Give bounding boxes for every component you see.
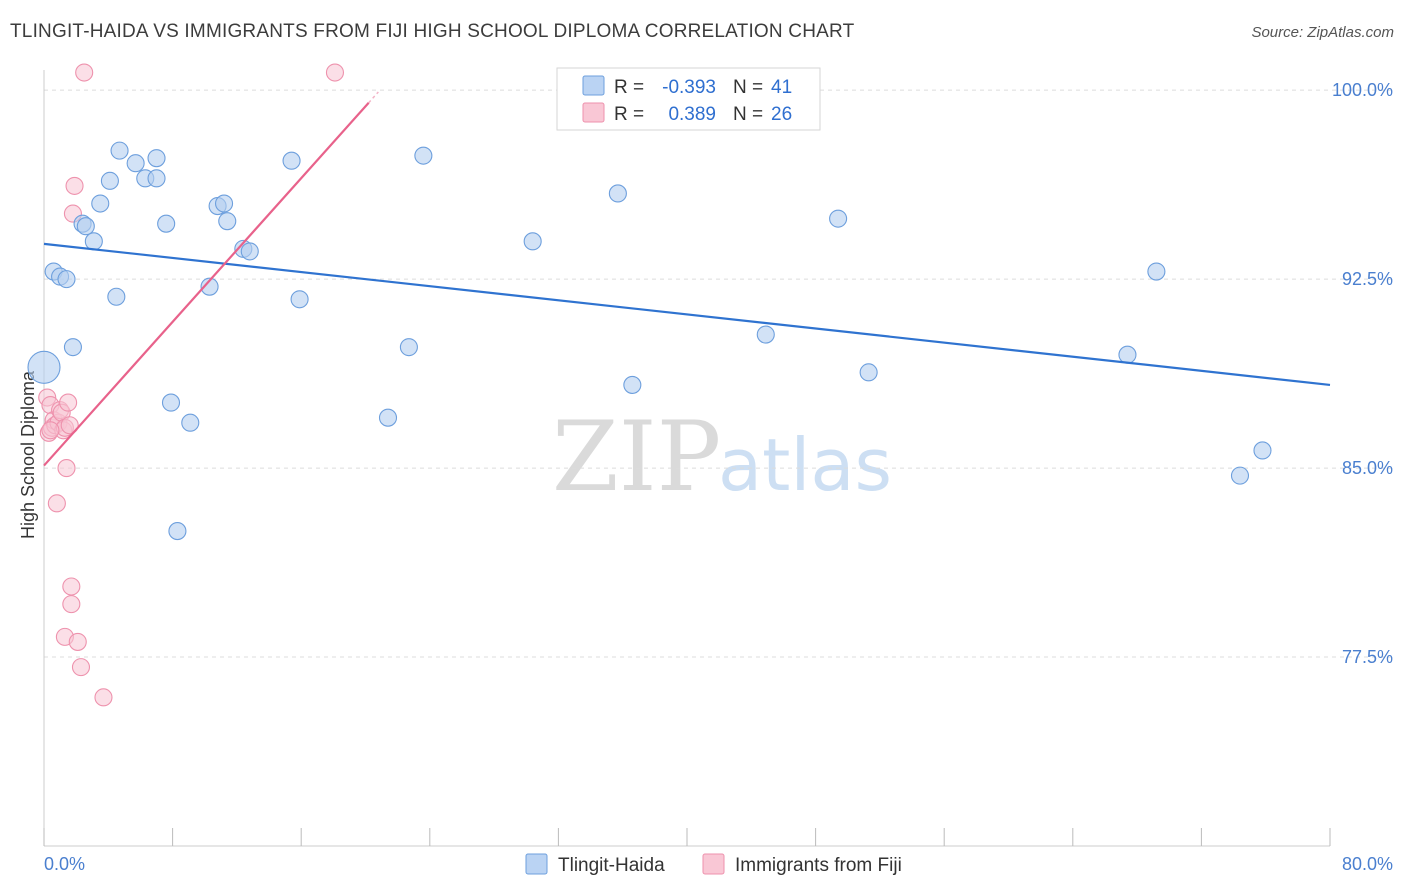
- fiji-point-20: [68, 632, 87, 651]
- tlingit-point-14: [147, 169, 166, 188]
- tlingit-point-3: [57, 270, 76, 289]
- legend-n-label-1: N =: [733, 77, 763, 98]
- tlingit-point-30: [414, 146, 433, 165]
- y-tick-label-1: 85.0%: [1342, 458, 1393, 478]
- fiji-point-19: [65, 176, 84, 195]
- fiji-point-17: [62, 595, 81, 614]
- series-legend: Tlingit-Haida Immigrants from Fiji: [525, 853, 902, 876]
- legend-n-label-2: N =: [733, 104, 763, 125]
- y-axis-label: High School Diploma: [18, 370, 38, 539]
- tlingit-point-17: [161, 393, 181, 412]
- tlingit-point-0: [27, 350, 61, 384]
- y-tick-labels: 77.5% 85.0% 92.5% 100.0%: [1332, 80, 1393, 667]
- fiji-point-14: [59, 393, 78, 412]
- tlingit-point-22: [214, 194, 234, 213]
- legend-r-value-2: 0.389: [668, 104, 716, 125]
- chart-title: TLINGIT-HAIDA VS IMMIGRANTS FROM FIJI HI…: [10, 21, 855, 42]
- bottom-legend-swatch-fiji: [702, 853, 725, 875]
- fiji-point-13: [57, 459, 76, 478]
- tlingit-point-36: [859, 363, 878, 382]
- fiji-point-23: [94, 688, 113, 707]
- y-tick-label-3: 100.0%: [1332, 80, 1393, 100]
- tlingit-point-16: [157, 214, 176, 233]
- fiji-point-6: [47, 494, 66, 513]
- legend-r-label-2: R =: [614, 104, 644, 125]
- trend-lines: [43, 91, 1331, 467]
- fiji-point-22: [75, 63, 94, 82]
- tlingit-point-35: [829, 209, 848, 228]
- source-credit: Source: ZipAtlas.com: [1251, 24, 1394, 41]
- tlingit-point-25: [240, 242, 259, 261]
- tlingit-point-18: [168, 522, 187, 541]
- fiji-point-25: [41, 421, 60, 440]
- tlingit-point-15: [147, 149, 166, 168]
- y-tick-label-2: 92.5%: [1342, 269, 1393, 289]
- legend-r-value-1: -0.393: [662, 77, 716, 98]
- series-tlingit-points: [27, 141, 1272, 541]
- tlingit-point-40: [1253, 441, 1272, 460]
- tlingit-point-9: [100, 171, 119, 190]
- tlingit-point-7: [84, 232, 103, 251]
- tlingit-point-19: [181, 413, 200, 432]
- tlingit-point-33: [623, 375, 642, 394]
- fiji-point-15: [60, 416, 79, 435]
- fiji-trend-line: [43, 102, 370, 467]
- tlingit-point-38: [1147, 262, 1166, 281]
- tlingit-point-34: [756, 325, 775, 344]
- tlingit-point-29: [399, 338, 418, 357]
- fiji-point-16: [62, 577, 81, 596]
- series-fiji-points: [38, 63, 345, 707]
- watermark-zip: ZIP: [552, 401, 721, 513]
- legend-swatch-tlingit: [582, 75, 605, 96]
- legend-n-value-2: 26: [771, 104, 792, 125]
- tlingit-point-31: [523, 232, 542, 251]
- fiji-point-24: [325, 63, 345, 82]
- x-tick-label-min: 0.0%: [44, 854, 85, 874]
- tlingit-point-8: [91, 194, 110, 213]
- tlingit-point-6: [76, 217, 95, 236]
- x-axis-ticks: [43, 828, 1331, 846]
- legend-r-label-1: R =: [614, 77, 644, 98]
- watermark: ZIP atlas: [552, 401, 892, 513]
- tlingit-point-32: [608, 184, 627, 203]
- tlingit-point-12: [126, 154, 145, 173]
- x-tick-label-max: 80.0%: [1342, 854, 1393, 874]
- bottom-legend-label-fiji: Immigrants from Fiji: [735, 855, 902, 876]
- fiji-trend-extension: [368, 91, 379, 104]
- tlingit-point-37: [1118, 345, 1137, 364]
- tlingit-point-39: [1230, 466, 1250, 485]
- bottom-legend-label-tlingit: Tlingit-Haida: [558, 855, 665, 876]
- tlingit-point-23: [218, 212, 237, 231]
- y-tick-label-0: 77.5%: [1342, 647, 1393, 667]
- stats-legend: R = -0.393 N = 41 R = 0.389 N = 26: [556, 67, 821, 131]
- tlingit-point-10: [107, 287, 126, 306]
- legend-swatch-fiji: [582, 102, 605, 123]
- tlingit-point-27: [290, 290, 309, 309]
- fiji-point-21: [71, 658, 91, 677]
- tlingit-point-26: [282, 151, 301, 170]
- tlingit-trend-line: [43, 242, 1331, 387]
- tlingit-point-11: [110, 141, 129, 160]
- tlingit-point-28: [378, 408, 398, 427]
- tlingit-point-4: [63, 338, 82, 357]
- grid-lines: [44, 89, 1392, 658]
- tlingit-point-20: [200, 277, 219, 296]
- legend-n-value-1: 41: [771, 77, 792, 98]
- bottom-legend-swatch-tlingit: [525, 853, 548, 875]
- watermark-atlas: atlas: [718, 423, 892, 507]
